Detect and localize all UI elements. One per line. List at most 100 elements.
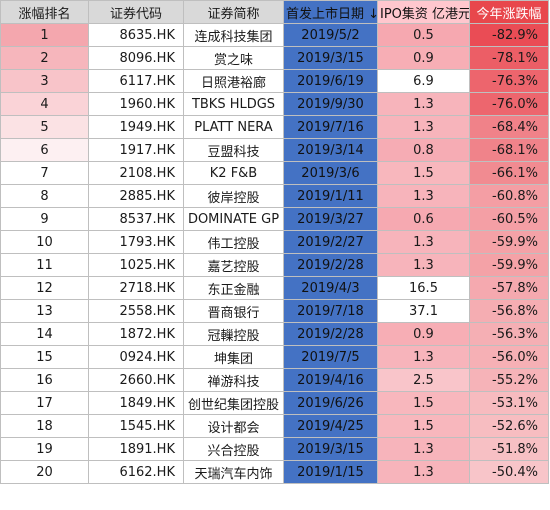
header-rank[interactable]: 涨幅排名 — [0, 0, 89, 24]
code-cell: 1025.HK — [88, 253, 184, 277]
code-cell: 1793.HK — [88, 230, 184, 254]
code-cell: 1872.HK — [88, 322, 184, 346]
table-row[interactable]: 20 6162.HK 天瑞汽车内饰 2019/1/15 1.3 -50.4% — [0, 460, 549, 484]
table-row[interactable]: 1 8635.HK 连成科技集团 2019/5/2 0.5 -82.9% — [0, 23, 549, 47]
rank-cell: 11 — [0, 253, 89, 277]
listing-date-cell: 2019/2/28 — [283, 253, 378, 277]
code-cell: 1891.HK — [88, 437, 184, 461]
listing-date-cell: 2019/3/27 — [283, 207, 378, 231]
code-cell: 8537.HK — [88, 207, 184, 231]
listing-date-cell: 2019/3/15 — [283, 437, 378, 461]
code-cell: 1917.HK — [88, 138, 184, 162]
table-row[interactable]: 17 1849.HK 创世纪集团控股 2019/6/26 1.5 -53.1% — [0, 391, 549, 415]
table-row[interactable]: 3 6117.HK 日照港裕廊 2019/6/19 6.9 -76.3% — [0, 69, 549, 93]
header-listing-date[interactable]: 首发上市日期 ↓ — [283, 0, 378, 24]
listing-date-cell: 2019/5/2 — [283, 23, 378, 47]
ipo-raise-cell: 1.3 — [377, 253, 470, 277]
header-code[interactable]: 证券代码 — [88, 0, 184, 24]
name-cell: 连成科技集团 — [183, 23, 284, 47]
ipo-raise-cell: 16.5 — [377, 276, 470, 300]
ipo-raise-cell: 0.5 — [377, 23, 470, 47]
ipo-raise-cell: 1.3 — [377, 92, 470, 116]
table-row[interactable]: 13 2558.HK 晋商银行 2019/7/18 37.1 -56.8% — [0, 299, 549, 323]
code-cell: 6117.HK — [88, 69, 184, 93]
listing-date-cell: 2019/4/25 — [283, 414, 378, 438]
ytd-change-cell: -56.3% — [469, 322, 549, 346]
ipo-raise-cell: 0.9 — [377, 322, 470, 346]
table-row[interactable]: 8 2885.HK 彼岸控股 2019/1/11 1.3 -60.8% — [0, 184, 549, 208]
rank-cell: 15 — [0, 345, 89, 369]
listing-date-cell: 2019/4/3 — [283, 276, 378, 300]
rank-cell: 10 — [0, 230, 89, 254]
rank-cell: 6 — [0, 138, 89, 162]
rank-cell: 2 — [0, 46, 89, 70]
name-cell: K2 F&B — [183, 161, 284, 185]
listing-date-cell: 2019/7/18 — [283, 299, 378, 323]
listing-date-cell: 2019/7/16 — [283, 115, 378, 139]
code-cell: 2660.HK — [88, 368, 184, 392]
name-cell: 兴合控股 — [183, 437, 284, 461]
name-cell: 彼岸控股 — [183, 184, 284, 208]
ytd-change-cell: -53.1% — [469, 391, 549, 415]
ytd-change-cell: -82.9% — [469, 23, 549, 47]
listing-date-cell: 2019/6/19 — [283, 69, 378, 93]
table-row[interactable]: 4 1960.HK TBKS HLDGS 2019/9/30 1.3 -76.0% — [0, 92, 549, 116]
ytd-change-cell: -76.0% — [469, 92, 549, 116]
name-cell: 冠轈控股 — [183, 322, 284, 346]
ipo-raise-cell: 0.8 — [377, 138, 470, 162]
rank-cell: 3 — [0, 69, 89, 93]
table-row[interactable]: 14 1872.HK 冠轈控股 2019/2/28 0.9 -56.3% — [0, 322, 549, 346]
ytd-change-cell: -52.6% — [469, 414, 549, 438]
ytd-change-cell: -76.3% — [469, 69, 549, 93]
header-ipo-raise[interactable]: IPO集资 亿港元 — [377, 0, 470, 24]
ytd-change-cell: -59.9% — [469, 230, 549, 254]
ytd-change-cell: -78.1% — [469, 46, 549, 70]
listing-date-cell: 2019/6/26 — [283, 391, 378, 415]
table-row[interactable]: 9 8537.HK DOMINATE GP 2019/3/27 0.6 -60.5% — [0, 207, 549, 231]
ytd-change-cell: -66.1% — [469, 161, 549, 185]
rank-cell: 1 — [0, 23, 89, 47]
code-cell: 8096.HK — [88, 46, 184, 70]
code-cell: 1960.HK — [88, 92, 184, 116]
rank-cell: 17 — [0, 391, 89, 415]
table-row[interactable]: 16 2660.HK 禅游科技 2019/4/16 2.5 -55.2% — [0, 368, 549, 392]
table-row[interactable]: 2 8096.HK 赏之味 2019/3/15 0.9 -78.1% — [0, 46, 549, 70]
name-cell: 禅游科技 — [183, 368, 284, 392]
table-row[interactable]: 15 0924.HK 坤集团 2019/7/5 1.3 -56.0% — [0, 345, 549, 369]
table-row[interactable]: 19 1891.HK 兴合控股 2019/3/15 1.3 -51.8% — [0, 437, 549, 461]
table-row[interactable]: 11 1025.HK 嘉艺控股 2019/2/28 1.3 -59.9% — [0, 253, 549, 277]
name-cell: 创世纪集团控股 — [183, 391, 284, 415]
rank-cell: 19 — [0, 437, 89, 461]
name-cell: 日照港裕廊 — [183, 69, 284, 93]
table-row[interactable]: 6 1917.HK 豆盟科技 2019/3/14 0.8 -68.1% — [0, 138, 549, 162]
ipo-raise-cell: 0.9 — [377, 46, 470, 70]
header-name[interactable]: 证券简称 — [183, 0, 284, 24]
table-row[interactable]: 12 2718.HK 东正金融 2019/4/3 16.5 -57.8% — [0, 276, 549, 300]
rank-cell: 7 — [0, 161, 89, 185]
ytd-change-cell: -59.9% — [469, 253, 549, 277]
rank-cell: 16 — [0, 368, 89, 392]
table-row[interactable]: 10 1793.HK 伟工控股 2019/2/27 1.3 -59.9% — [0, 230, 549, 254]
rank-cell: 5 — [0, 115, 89, 139]
rank-cell: 4 — [0, 92, 89, 116]
rank-cell: 20 — [0, 460, 89, 484]
listing-date-cell: 2019/1/11 — [283, 184, 378, 208]
name-cell: 天瑞汽车内饰 — [183, 460, 284, 484]
table-row[interactable]: 18 1545.HK 设计都会 2019/4/25 1.5 -52.6% — [0, 414, 549, 438]
ipo-raise-cell: 1.5 — [377, 161, 470, 185]
ipo-raise-cell: 1.3 — [377, 345, 470, 369]
table-row[interactable]: 7 2108.HK K2 F&B 2019/3/6 1.5 -66.1% — [0, 161, 549, 185]
ipo-raise-cell: 1.3 — [377, 115, 470, 139]
code-cell: 1849.HK — [88, 391, 184, 415]
ytd-change-cell: -56.8% — [469, 299, 549, 323]
name-cell: 赏之味 — [183, 46, 284, 70]
listing-date-cell: 2019/3/15 — [283, 46, 378, 70]
name-cell: 东正金融 — [183, 276, 284, 300]
ipo-raise-cell: 37.1 — [377, 299, 470, 323]
ipo-raise-cell: 1.5 — [377, 414, 470, 438]
header-ytd-change[interactable]: 今年涨跌幅 — [469, 0, 549, 24]
table-row[interactable]: 5 1949.HK PLATT NERA 2019/7/16 1.3 -68.4% — [0, 115, 549, 139]
name-cell: TBKS HLDGS — [183, 92, 284, 116]
rank-cell: 18 — [0, 414, 89, 438]
code-cell: 0924.HK — [88, 345, 184, 369]
